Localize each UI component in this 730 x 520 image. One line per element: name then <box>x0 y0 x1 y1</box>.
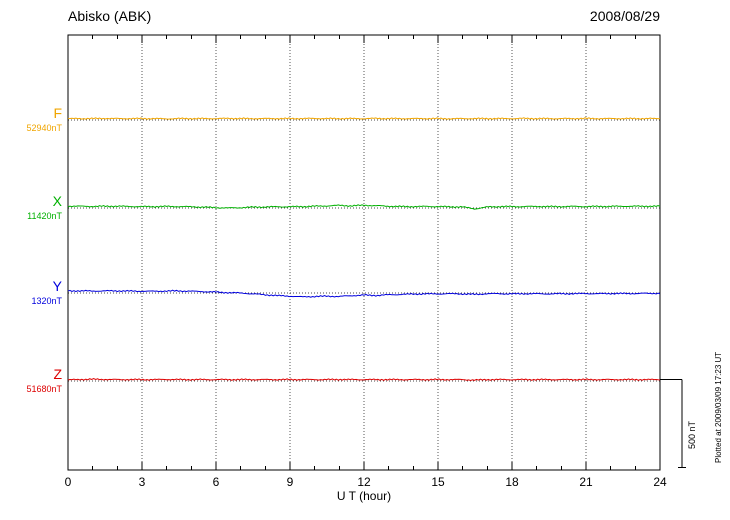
station-title: Abisko (ABK) <box>68 8 152 24</box>
x-tick-21: 21 <box>579 475 593 489</box>
channel-label-z: Z <box>53 366 62 382</box>
channel-baseline-y: 1320nT <box>31 296 62 306</box>
x-tick-3: 3 <box>138 475 146 489</box>
x-tick-12: 12 <box>357 475 371 489</box>
channel-baseline-z: 51680nT <box>26 384 62 394</box>
channel-baseline-f: 52940nT <box>26 123 62 133</box>
x-tick-6: 6 <box>212 475 220 489</box>
plot-date: 2008/08/29 <box>589 8 660 24</box>
plotted-at-note: Plotted at 2009/03/09 17:23 UT <box>714 351 723 463</box>
channel-label-y: Y <box>52 278 62 294</box>
x-axis-label: U T (hour) <box>336 489 392 503</box>
scale-bar-label: 500 nT <box>687 420 697 449</box>
channel-label-f: F <box>53 105 62 121</box>
x-tick-18: 18 <box>505 475 519 489</box>
x-tick-9: 9 <box>286 475 294 489</box>
x-tick-15: 15 <box>431 475 445 489</box>
x-tick-0: 0 <box>64 475 72 489</box>
channel-baseline-x: 11420nT <box>27 211 62 221</box>
x-tick-24: 24 <box>653 475 667 489</box>
channel-label-x: X <box>52 193 62 209</box>
